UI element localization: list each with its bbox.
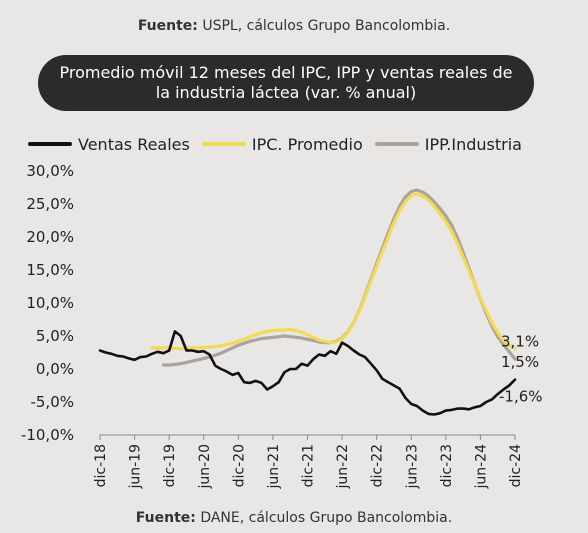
y-tick-label: -10,0% xyxy=(21,426,74,444)
y-tick-label: 20,0% xyxy=(26,228,74,246)
y-tick-label: 30,0% xyxy=(26,162,74,180)
legend-item-ventas: Ventas Reales xyxy=(28,135,190,154)
x-tick-label: dic-22 xyxy=(370,444,386,487)
x-tick-label: dic-23 xyxy=(439,444,455,487)
y-tick-label: 25,0% xyxy=(26,195,74,213)
x-tick-label: jun-22 xyxy=(335,444,351,490)
y-tick-label: 10,0% xyxy=(26,294,74,312)
legend-label-ipp: IPP.Industria xyxy=(424,134,522,154)
x-tick-label: dic-18 xyxy=(93,444,109,487)
source-label: Fuente: xyxy=(135,510,196,526)
x-tick-label: jun-23 xyxy=(404,444,420,490)
legend-item-ipc: IPC. Promedio xyxy=(201,134,363,154)
x-tick-label: dic-19 xyxy=(162,444,178,487)
source-text: DANE, cálculos Grupo Bancolombia. xyxy=(195,510,453,526)
source-note-bottom: Fuente: DANE, cálculos Grupo Bancolombia… xyxy=(0,510,588,526)
series-line-ipc-promedio xyxy=(150,192,517,351)
y-tick-label: 5,0% xyxy=(36,327,74,345)
legend-swatch-ventas xyxy=(28,142,72,146)
legend-swatch-ipc xyxy=(201,142,246,146)
x-tick-label: jun-19 xyxy=(128,444,144,490)
chart-legend: Ventas Reales IPC. Promedio IPP.Industri… xyxy=(28,132,534,156)
source-text: USPL, cálculos Grupo Bancolombia. xyxy=(197,18,451,34)
data-label-ipc-promedio: 3,1% xyxy=(501,333,539,351)
y-tick-label: -5,0% xyxy=(30,393,74,411)
legend-label-ventas: Ventas Reales xyxy=(78,134,190,154)
data-label-ipp-industria: 1,5% xyxy=(501,353,539,371)
x-tick-label: dic-24 xyxy=(508,444,524,487)
x-tick-label: jun-24 xyxy=(473,444,489,490)
legend-swatch-ipp xyxy=(374,142,419,146)
legend-label-ipc: IPC. Promedio xyxy=(251,134,363,154)
x-tick-label: jun-21 xyxy=(266,444,282,490)
data-label-ventas-reales: -1,6% xyxy=(499,388,543,406)
chart-title: Promedio móvil 12 meses del IPC, IPP y v… xyxy=(38,55,534,111)
x-tick-label: dic-20 xyxy=(231,444,247,487)
legend-item-ipp: IPP.Industria xyxy=(374,134,522,154)
series-line-ventas-reales xyxy=(98,330,517,416)
source-note-top: Fuente: USPL, cálculos Grupo Bancolombia… xyxy=(0,18,588,34)
source-label: Fuente: xyxy=(137,18,198,34)
x-tick-label: dic-21 xyxy=(301,444,317,487)
y-tick-label: 15,0% xyxy=(26,261,74,279)
x-tick-label: jun-20 xyxy=(197,444,213,490)
y-tick-label: 0,0% xyxy=(36,360,74,378)
